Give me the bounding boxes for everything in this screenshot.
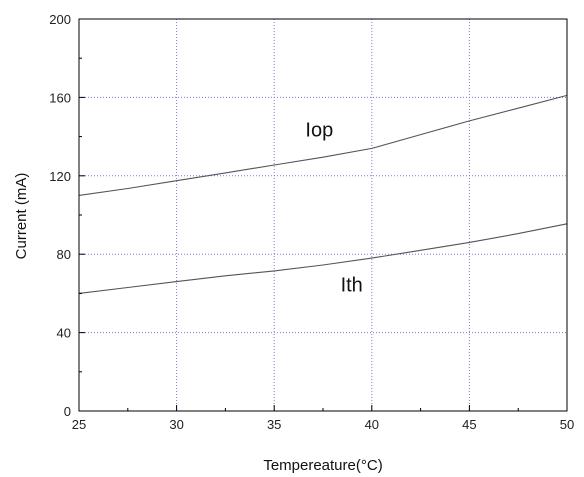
x-tick-label: 35	[267, 417, 281, 432]
x-tick-label: 30	[169, 417, 183, 432]
axis-ticks: 25 30 35 40 45 50 0 40 80 120 160 200	[49, 12, 574, 432]
y-tick-label: 40	[57, 326, 71, 341]
x-tick-label: 50	[560, 417, 574, 432]
annotation-ith: Ith	[341, 274, 363, 296]
y-tick-label: 200	[49, 12, 71, 27]
series-annotations: Iop Ith	[305, 120, 362, 297]
y-tick-label: 0	[64, 404, 71, 419]
grid-lines	[79, 19, 567, 411]
y-axis-label: Current (mA)	[13, 173, 30, 260]
series-line-iop	[78, 94, 568, 196]
annotation-iop: Iop	[305, 120, 333, 142]
x-tick-label: 25	[72, 417, 86, 432]
series-lines	[78, 94, 568, 294]
x-tick-label: 45	[462, 417, 476, 432]
y-tick-label: 80	[57, 247, 71, 262]
y-tick-label: 120	[49, 169, 71, 184]
x-tick-label: 40	[365, 417, 379, 432]
series-line-ith	[78, 223, 568, 294]
y-tick-label: 160	[49, 90, 71, 105]
plot-frame	[78, 18, 568, 412]
x-axis-label: Tempereature(°C)	[263, 457, 382, 474]
